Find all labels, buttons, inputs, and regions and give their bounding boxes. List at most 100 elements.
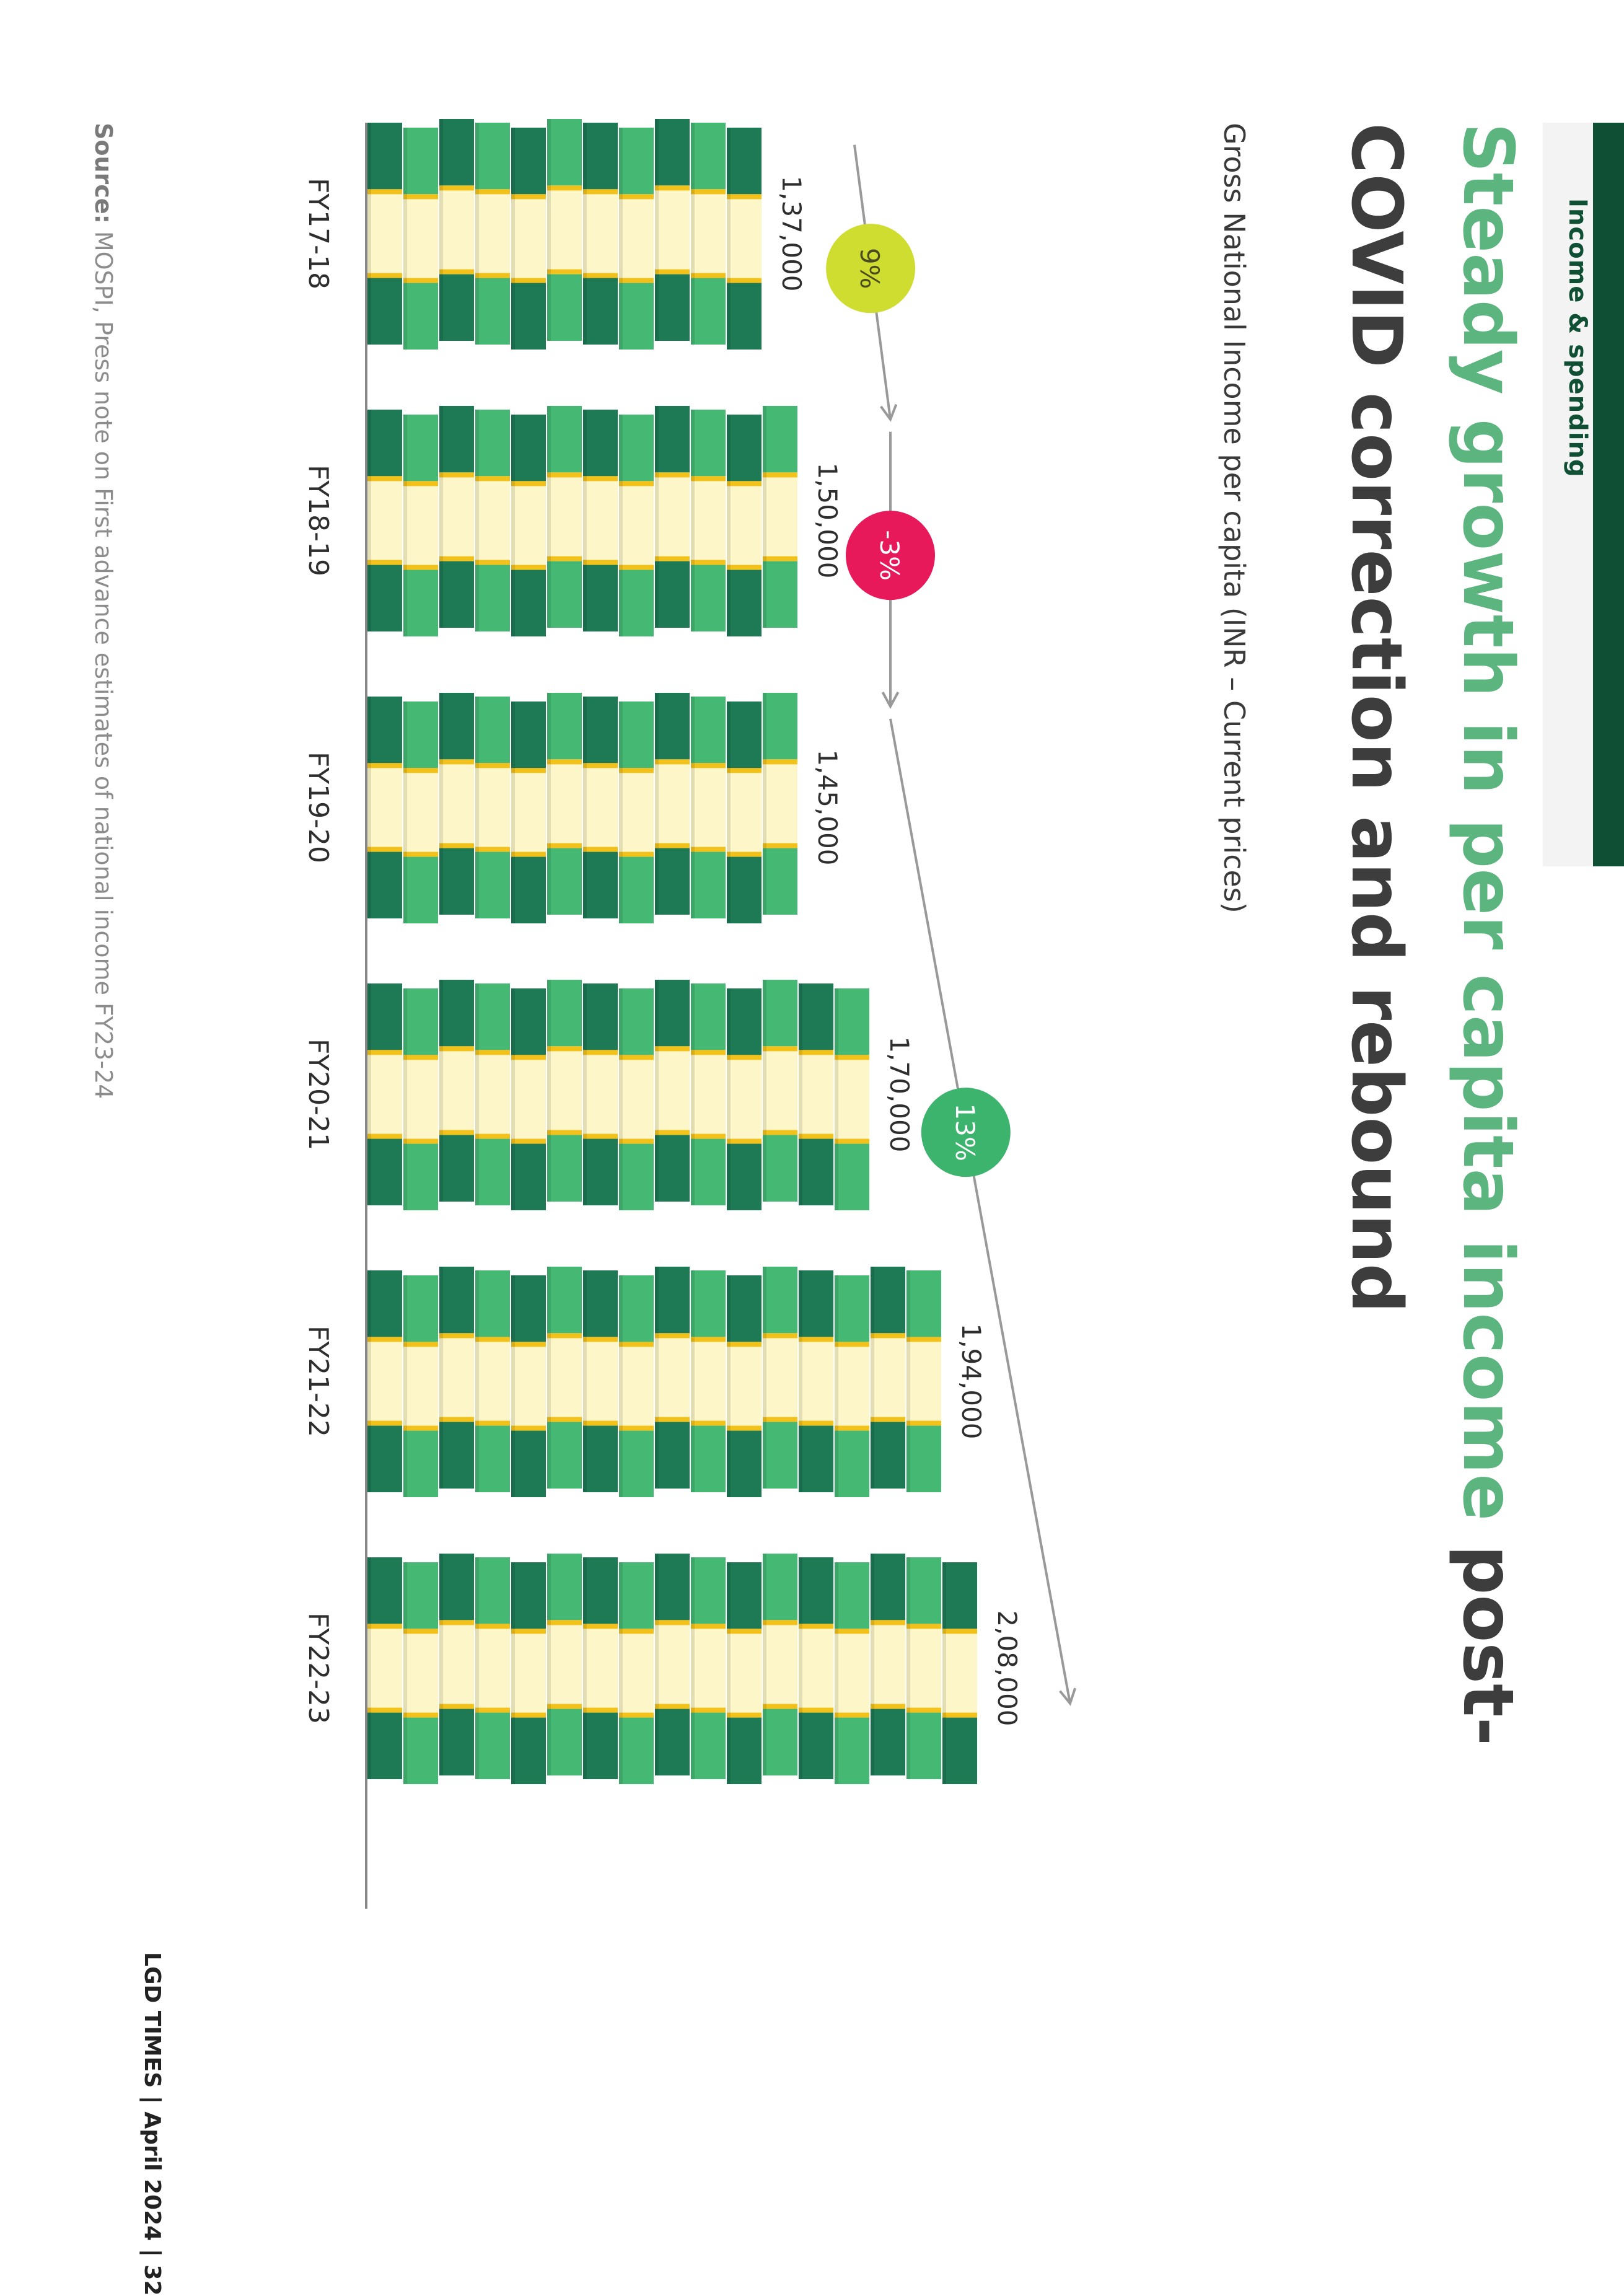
bar-note-band-left <box>583 123 618 190</box>
bar-note-shadow <box>763 980 766 1202</box>
bar-note-shadow <box>727 1275 731 1497</box>
bar-note-band-left <box>367 697 402 763</box>
bar-note-shadow <box>403 1275 407 1497</box>
bar-note-band-right <box>367 851 402 918</box>
bar-note-band-right <box>619 1143 654 1210</box>
bar-note-stripe <box>727 1342 762 1347</box>
bar-note-band-left <box>403 702 438 768</box>
growth-badge <box>846 511 935 600</box>
bar-note-stripe <box>511 1712 546 1718</box>
bar-note-shadow <box>547 1554 551 1775</box>
bar-note-band-right <box>367 1138 402 1205</box>
bar-note-band-right <box>763 1135 797 1202</box>
bar-note-stripe <box>835 1425 869 1431</box>
bar-note-cream <box>367 1337 402 1426</box>
bar-note-band-right <box>367 278 402 345</box>
bar-note-band-right <box>835 1143 869 1210</box>
bar-note-cream <box>799 1624 833 1713</box>
bar-note-stripe <box>799 1050 833 1055</box>
bar-note-band-left <box>367 983 402 1050</box>
bar-note-band-right <box>475 1138 510 1205</box>
bar-note-stripe <box>942 1629 977 1634</box>
bar-note-band-left <box>619 128 654 195</box>
bar-note-stripe <box>403 565 438 570</box>
bar-note-band-right <box>511 1143 546 1210</box>
bar-note-band-left <box>691 1557 726 1624</box>
bar-note-stripe <box>367 560 402 565</box>
bar-note-cream <box>691 1050 726 1139</box>
bar-note-band-right <box>727 570 762 636</box>
bar-note-cream <box>547 1620 582 1709</box>
bar-note-stripe <box>655 1130 690 1135</box>
bar-note-band-right <box>511 570 546 636</box>
bar-note-shadow <box>763 1267 766 1489</box>
bar-note-cream <box>511 481 546 570</box>
bar-value-label: 1,37,000 <box>776 175 807 291</box>
bar-note-stripe <box>906 1707 941 1713</box>
bar-note-stripe <box>835 1055 869 1060</box>
bar-note-band-right <box>619 1430 654 1498</box>
bar-note-stripe <box>835 1629 869 1634</box>
bar-note-stripe <box>763 1333 797 1339</box>
bar-note-band-right <box>655 848 690 915</box>
bar-note-band-right <box>691 1425 726 1493</box>
bar-note-band-right <box>691 278 726 345</box>
bar-note-band-left <box>727 1275 762 1342</box>
bar-note-band-right <box>511 1430 546 1498</box>
bar-note-band-left <box>763 980 797 1047</box>
bar-note-band-right <box>439 848 474 915</box>
bar-note-stripe <box>871 1704 905 1709</box>
bar-note-stripe <box>619 851 654 857</box>
bar-note-stripe <box>547 1620 582 1625</box>
growth-badge-label: -3% <box>874 530 905 581</box>
bar-note-band-right <box>403 1717 438 1785</box>
bar-note-shadow <box>439 119 443 341</box>
bar-note-shadow <box>799 1270 802 1492</box>
bar-note-stripe <box>475 560 510 565</box>
bar-note-cream <box>583 1624 618 1713</box>
bar-note-stripe <box>691 1050 726 1055</box>
bar-note-cream <box>511 194 546 283</box>
bar-note-stripe <box>691 1337 726 1342</box>
bar-note-shadow <box>367 983 371 1205</box>
bar-note-stripe <box>655 1620 690 1625</box>
bar-note-band-left <box>583 1557 618 1624</box>
bar-note-stripe <box>367 1420 402 1426</box>
bar-note-shadow <box>583 1270 587 1492</box>
bar-value-label: 1,45,000 <box>812 749 843 865</box>
bar-note-band-right <box>403 570 438 636</box>
bar-note-cream <box>403 1342 438 1431</box>
source-text: MOSPI, Press note on First advance estim… <box>90 223 117 1099</box>
bar-note-shadow <box>727 702 731 923</box>
bar-note-band-right <box>691 565 726 631</box>
bar-note-stripe <box>511 194 546 200</box>
bar-note-stripe <box>475 763 510 768</box>
bar-note-band-right <box>655 1709 690 1776</box>
bar-chart: 1,37,000 FY17-18 1,50,000 FY18-19 1,45,000 FY… <box>302 119 1077 1909</box>
bar-note-shadow <box>727 988 731 1210</box>
bar-note-stripe <box>655 269 690 275</box>
growth-badge-label: 13% <box>950 1104 980 1161</box>
bar-note-shadow <box>403 415 407 636</box>
bar-note-band-right <box>583 1138 618 1205</box>
bar-note-band-left <box>511 702 546 768</box>
bar-note-cream <box>691 1337 726 1426</box>
bar-note-shadow <box>942 1562 946 1784</box>
bar-note-band-left <box>763 1267 797 1334</box>
bar-note-shadow <box>691 123 695 345</box>
bar-note-shadow <box>475 983 479 1205</box>
growth-arrow-line <box>889 718 1071 1704</box>
bar-note-band-left <box>367 1270 402 1337</box>
bar-note-band-right <box>439 1422 474 1489</box>
bar-note-stripe <box>691 1707 726 1713</box>
bar-note-band-right <box>583 565 618 631</box>
bar-note-shadow <box>619 415 623 636</box>
bar-note-stripe <box>583 476 618 482</box>
bar-note-band-left <box>475 1270 510 1337</box>
bar-note-band-right <box>619 1717 654 1785</box>
bar-note-band-right <box>547 1422 582 1489</box>
bar-note-stripe <box>547 185 582 191</box>
bar-note-cream <box>763 1333 797 1422</box>
bar-note-stripe <box>403 1342 438 1347</box>
bar-note-band-right <box>583 1425 618 1493</box>
